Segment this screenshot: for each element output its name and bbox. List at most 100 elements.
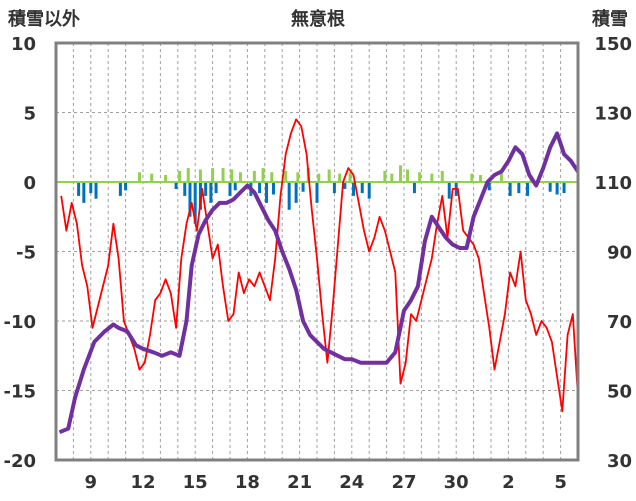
positive-bar [338, 173, 342, 182]
positive-bar [383, 170, 387, 182]
y-left-tick-label: -20 [3, 451, 36, 472]
negative-bar [526, 182, 530, 196]
positive-bar [164, 175, 168, 182]
positive-bar [270, 172, 274, 182]
right-axis-label: 積雪 [591, 8, 628, 30]
y-right-tick-label: 90 [607, 243, 632, 264]
positive-bar [430, 173, 434, 182]
positive-bar [230, 169, 234, 182]
positive-bar [479, 175, 483, 182]
negative-bar [265, 182, 269, 203]
negative-bar [555, 182, 559, 195]
negative-bar [89, 182, 93, 194]
y-left-tick-label: 5 [23, 104, 36, 125]
negative-bar [118, 182, 122, 196]
temperature-line [60, 118, 579, 413]
x-tick-label: 15 [183, 472, 208, 493]
negative-bar [447, 182, 451, 199]
y-right-tick-label: 130 [594, 104, 632, 125]
x-tick-labels: 9 12 15 18 21 24 27 30 2 5 [85, 472, 567, 493]
positive-bar [390, 173, 394, 182]
negative-bar [517, 182, 521, 194]
negative-bar [548, 182, 552, 192]
negative-bar [301, 182, 305, 192]
x-tick-label: 12 [130, 472, 155, 493]
x-tick-label: 27 [391, 472, 416, 493]
negative-bar [82, 182, 86, 203]
positive-bar [405, 169, 409, 182]
negative-bar [214, 182, 218, 194]
x-tick-label: 24 [339, 472, 364, 493]
negative-bar [228, 182, 232, 196]
negative-bar [562, 182, 566, 194]
negative-bar [287, 182, 291, 210]
y-right-tick-label: 50 [607, 382, 632, 403]
y-right-tick-labels: 150 130 110 90 70 50 30 [594, 34, 632, 472]
positive-bar [399, 165, 403, 182]
negative-bar [352, 182, 356, 196]
positive-bar [284, 170, 288, 182]
positive-bar [211, 168, 215, 182]
x-tick-label: 21 [287, 472, 312, 493]
positive-bar [418, 172, 422, 182]
negative-bar [315, 182, 319, 203]
y-right-tick-label: 70 [607, 312, 632, 333]
positive-bar [221, 168, 225, 182]
positive-bar [499, 173, 503, 182]
positive-bar [317, 173, 321, 182]
positive-bar [261, 168, 265, 182]
negative-bar [487, 182, 491, 191]
negative-bar [343, 182, 347, 189]
x-tick-label: 2 [502, 472, 515, 493]
y-right-tick-label: 150 [594, 34, 632, 55]
negative-bar [272, 182, 275, 195]
y-left-tick-label: 10 [11, 34, 36, 55]
y-left-tick-label: -5 [16, 243, 36, 264]
negative-bar [94, 182, 98, 199]
negative-bar [188, 182, 192, 217]
y-right-tick-label: 30 [607, 451, 632, 472]
negative-bar [360, 182, 364, 194]
x-tick-label: 5 [554, 472, 567, 493]
negative-bar [183, 182, 187, 196]
positive-bar [440, 170, 444, 182]
negative-bar [77, 182, 81, 196]
x-tick-label: 9 [85, 472, 98, 493]
positive-bar [296, 172, 300, 182]
negative-bar [258, 182, 262, 194]
y-left-tick-label: 0 [23, 173, 36, 194]
negative-bar [233, 182, 237, 191]
positive-bar [186, 168, 190, 182]
positive-bar [238, 172, 242, 182]
left-axis-label: 積雪以外 [7, 8, 80, 30]
negative-bar [204, 182, 208, 196]
plot-border [54, 41, 580, 462]
snow-depth-line [58, 131, 580, 435]
positive-bar [198, 169, 202, 182]
positive-bar [178, 170, 182, 182]
negative-bar [209, 182, 213, 203]
positive-bar [252, 170, 256, 182]
positive-bar [327, 169, 331, 182]
positive-bar [348, 172, 352, 182]
x-tick-label: 30 [444, 472, 469, 493]
positive-bar [470, 173, 474, 182]
negative-bar [174, 182, 178, 189]
negative-bar [412, 182, 416, 194]
x-tick-label: 18 [235, 472, 260, 493]
negative-bar [332, 182, 336, 194]
negative-bar [124, 182, 128, 191]
y-left-tick-labels: 10 5 0 -5 -10 -15 -20 [3, 34, 36, 472]
negative-bar [193, 182, 197, 224]
negative-bar [367, 182, 371, 199]
y-left-tick-label: -10 [3, 312, 36, 333]
series-lines [58, 118, 580, 435]
positive-bar [138, 172, 142, 182]
chart-title: 無意根 [291, 8, 345, 30]
positive-bar [150, 173, 154, 182]
negative-bar [294, 182, 298, 203]
negative-bar [508, 182, 512, 196]
y-left-tick-label: -15 [3, 382, 36, 403]
y-right-tick-label: 110 [594, 173, 632, 194]
